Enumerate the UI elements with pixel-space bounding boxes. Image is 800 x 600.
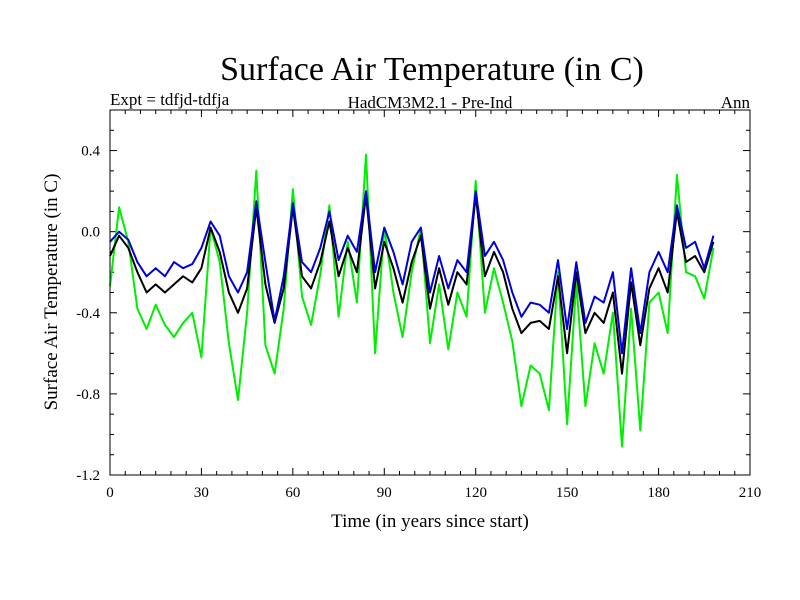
y-tick-label: 0.0 <box>81 225 100 241</box>
x-tick-label: 0 <box>106 485 114 501</box>
plot-frame <box>109 109 751 476</box>
x-tick-label: 90 <box>377 485 392 501</box>
x-tick-label: 210 <box>739 485 762 501</box>
chart-subtitle-right: Ann <box>721 93 751 112</box>
y-tick-label: -1.2 <box>76 468 100 484</box>
chart-subtitle-left: Expt = tdfjd-tdfja <box>110 90 230 109</box>
x-tick-label: 120 <box>464 485 487 501</box>
x-axis-label: Time (in years since start) <box>331 511 529 532</box>
y-tick-label: -0.4 <box>76 306 100 322</box>
chart-title: Surface Air Temperature (in C) <box>220 51 644 88</box>
series-line-green <box>109 153 715 448</box>
chart-subtitle-center: HadCM3M2.1 - Pre-Ind <box>348 93 513 112</box>
x-tick-label: 180 <box>647 485 670 501</box>
series-line-black <box>109 194 715 375</box>
x-tick-label: 60 <box>285 485 300 501</box>
x-tick-label: 150 <box>556 485 579 501</box>
y-tick-label: 0.4 <box>81 144 100 160</box>
y-axis-label: Surface Air Temperature (in C) <box>41 174 62 411</box>
series-layer <box>109 153 715 448</box>
y-tick-label: -0.8 <box>76 387 100 403</box>
x-tick-label: 30 <box>194 485 209 501</box>
series-line-blue <box>109 190 715 355</box>
tick-layer: 0 30 60 90 120 150 180 210 -1.2 -0.8 -0.4 0.0 0.4 <box>76 109 762 501</box>
